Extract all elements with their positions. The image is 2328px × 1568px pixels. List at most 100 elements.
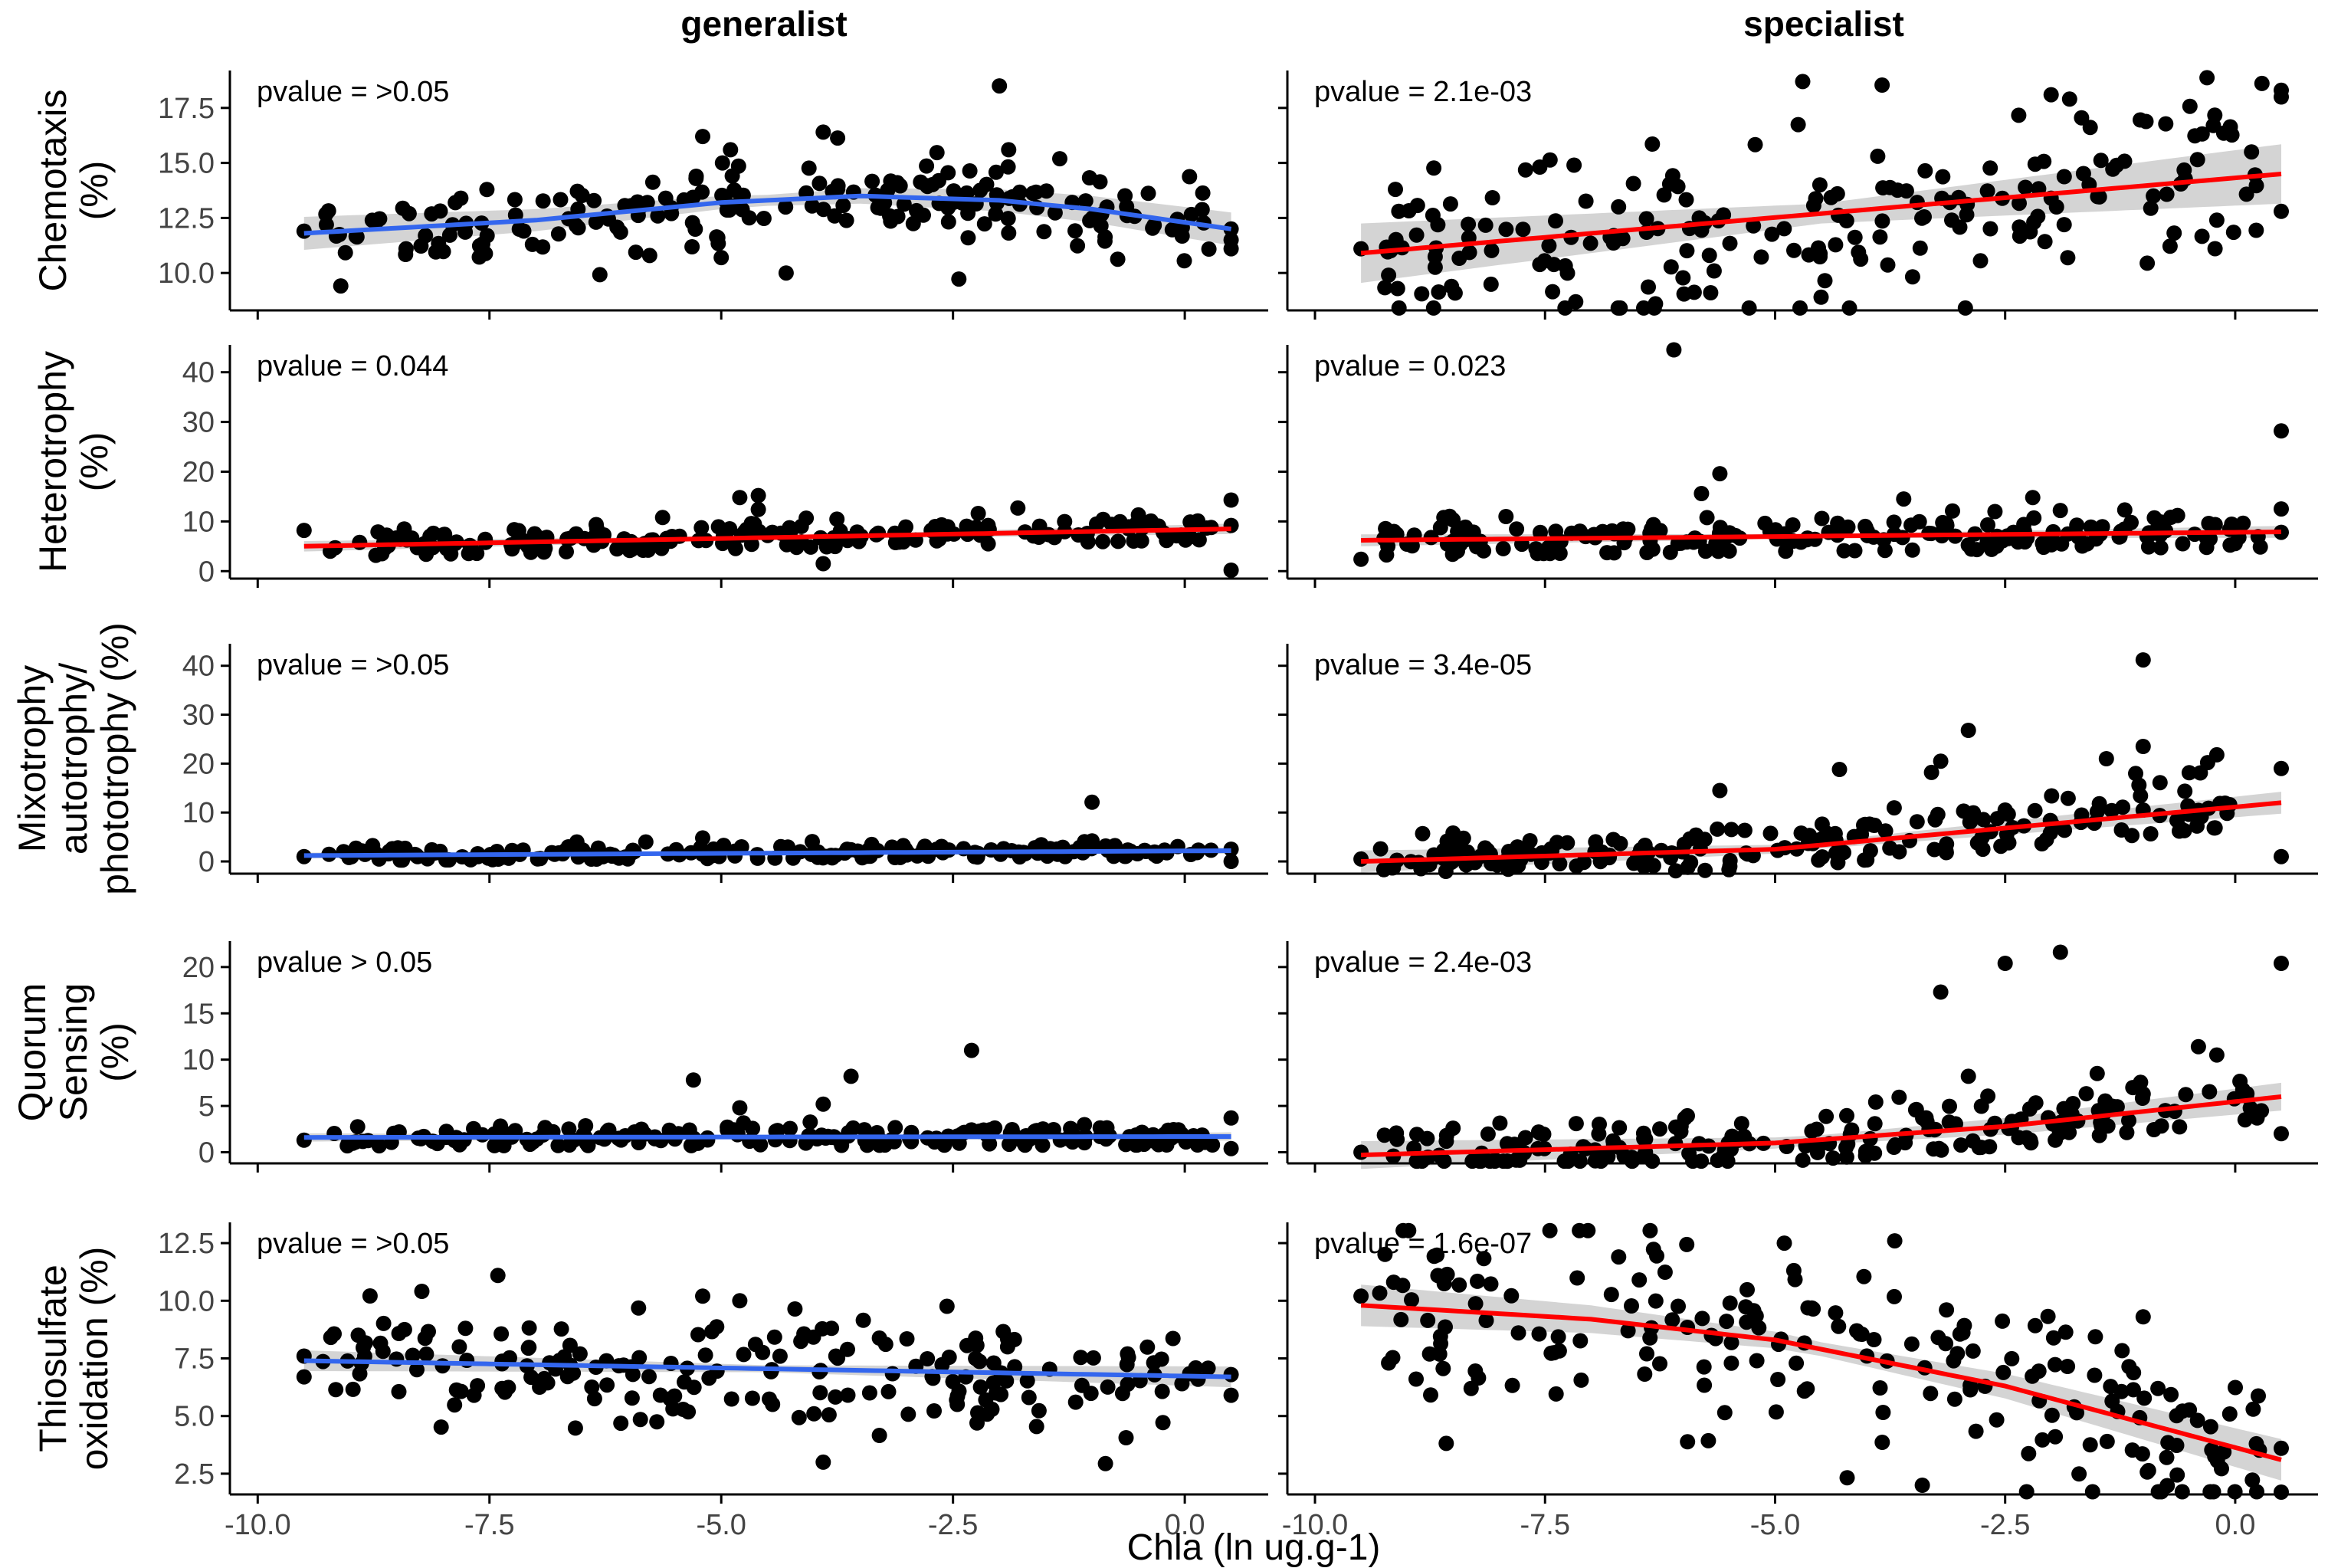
- data-point: [732, 490, 748, 506]
- y-tick-label: 20: [182, 748, 215, 780]
- data-point: [1073, 1350, 1089, 1366]
- data-point: [1379, 547, 1395, 563]
- data-point: [457, 224, 474, 240]
- data-point: [395, 200, 411, 216]
- data-point: [1542, 546, 1558, 562]
- data-point: [1517, 162, 1533, 178]
- data-point: [730, 158, 746, 174]
- data-point: [2153, 540, 2169, 556]
- fit-line: [1361, 800, 2282, 864]
- data-point: [2123, 514, 2139, 530]
- data-point: [2225, 225, 2241, 241]
- fit-line: [303, 848, 1231, 858]
- data-point: [1603, 1287, 1619, 1303]
- data-point: [686, 1379, 702, 1396]
- data-point: [1001, 225, 1017, 241]
- data-point: [349, 1119, 366, 1135]
- data-point: [1587, 1153, 1603, 1169]
- data-point: [2018, 179, 2034, 195]
- data-point: [535, 193, 551, 209]
- data-point: [695, 129, 710, 145]
- data-point: [1557, 300, 1573, 316]
- data-point: [2214, 1461, 2229, 1477]
- fit-line: [1360, 1303, 2282, 1462]
- data-point: [2274, 848, 2289, 864]
- data-point: [649, 1414, 665, 1430]
- data-point: [1450, 523, 1466, 540]
- data-point: [1495, 540, 1511, 556]
- data-point: [1874, 77, 1890, 93]
- data-point: [1980, 1088, 1996, 1104]
- data-point: [2202, 1419, 2218, 1435]
- data-point: [882, 208, 897, 224]
- data-point: [884, 1366, 900, 1382]
- data-point: [2146, 188, 2162, 204]
- data-point: [951, 271, 967, 287]
- data-point: [940, 165, 956, 181]
- data-point: [688, 170, 704, 186]
- data-point: [588, 214, 604, 230]
- data-point: [1097, 1455, 1113, 1471]
- data-point: [2128, 766, 2143, 782]
- data-point: [1478, 1313, 1494, 1328]
- data-point: [1804, 1124, 1820, 1139]
- data-point: [1223, 1110, 1239, 1126]
- data-point: [828, 1389, 844, 1405]
- data-point: [1421, 1346, 1438, 1362]
- data-point: [763, 1363, 779, 1379]
- data-point: [1847, 229, 1863, 245]
- data-point: [1710, 1153, 1726, 1169]
- data-point: [2121, 1359, 2137, 1375]
- data-point: [562, 1337, 578, 1353]
- y-tick-label: 10.0: [158, 258, 215, 290]
- data-point: [2175, 536, 2191, 552]
- data-point: [1719, 1314, 1735, 1330]
- data-point: [2044, 1407, 2060, 1423]
- data-point: [1620, 521, 1636, 537]
- data-point: [1909, 814, 1925, 830]
- data-point: [968, 520, 984, 536]
- data-point: [2228, 1379, 2243, 1396]
- data-point: [1435, 1360, 1451, 1376]
- data-point: [612, 224, 628, 240]
- x-tick-label: -5.0: [696, 1509, 746, 1541]
- data-point: [1935, 169, 1951, 185]
- data-point: [2100, 1097, 2117, 1113]
- data-point: [2087, 1329, 2103, 1345]
- data-point: [1560, 1153, 1576, 1169]
- data-point: [1099, 1120, 1115, 1136]
- data-point: [405, 1347, 421, 1363]
- data-point: [1995, 1364, 2012, 1380]
- data-point: [2199, 755, 2215, 771]
- data-point: [1450, 543, 1465, 559]
- data-point: [1438, 1435, 1454, 1452]
- data-point: [1960, 723, 1976, 738]
- data-point: [2274, 1126, 2289, 1142]
- data-point: [1926, 841, 1943, 858]
- data-point: [1389, 280, 1405, 297]
- data-point: [843, 1068, 859, 1084]
- x-tick-label: -10.0: [1282, 1509, 1349, 1541]
- data-point: [1681, 1146, 1697, 1162]
- data-point: [2052, 944, 2068, 960]
- data-point: [1891, 1089, 1907, 1105]
- data-point: [993, 1386, 1009, 1402]
- data-point: [840, 1387, 856, 1403]
- data-point: [1663, 259, 1679, 275]
- data-point: [1019, 1373, 1035, 1389]
- data-point: [1649, 1248, 1664, 1264]
- data-point: [963, 1042, 979, 1058]
- data-point: [2146, 510, 2162, 526]
- data-point: [1353, 1288, 1369, 1304]
- data-point: [859, 1137, 875, 1153]
- data-point: [1751, 1320, 1767, 1336]
- data-point: [940, 200, 956, 216]
- data-point: [569, 183, 585, 199]
- data-point: [1483, 1276, 1499, 1292]
- data-point: [1636, 300, 1651, 316]
- data-point: [1391, 203, 1407, 219]
- data-point: [2189, 1412, 2205, 1429]
- data-point: [1182, 514, 1198, 530]
- data-point: [539, 1375, 556, 1391]
- data-point: [2162, 510, 2179, 525]
